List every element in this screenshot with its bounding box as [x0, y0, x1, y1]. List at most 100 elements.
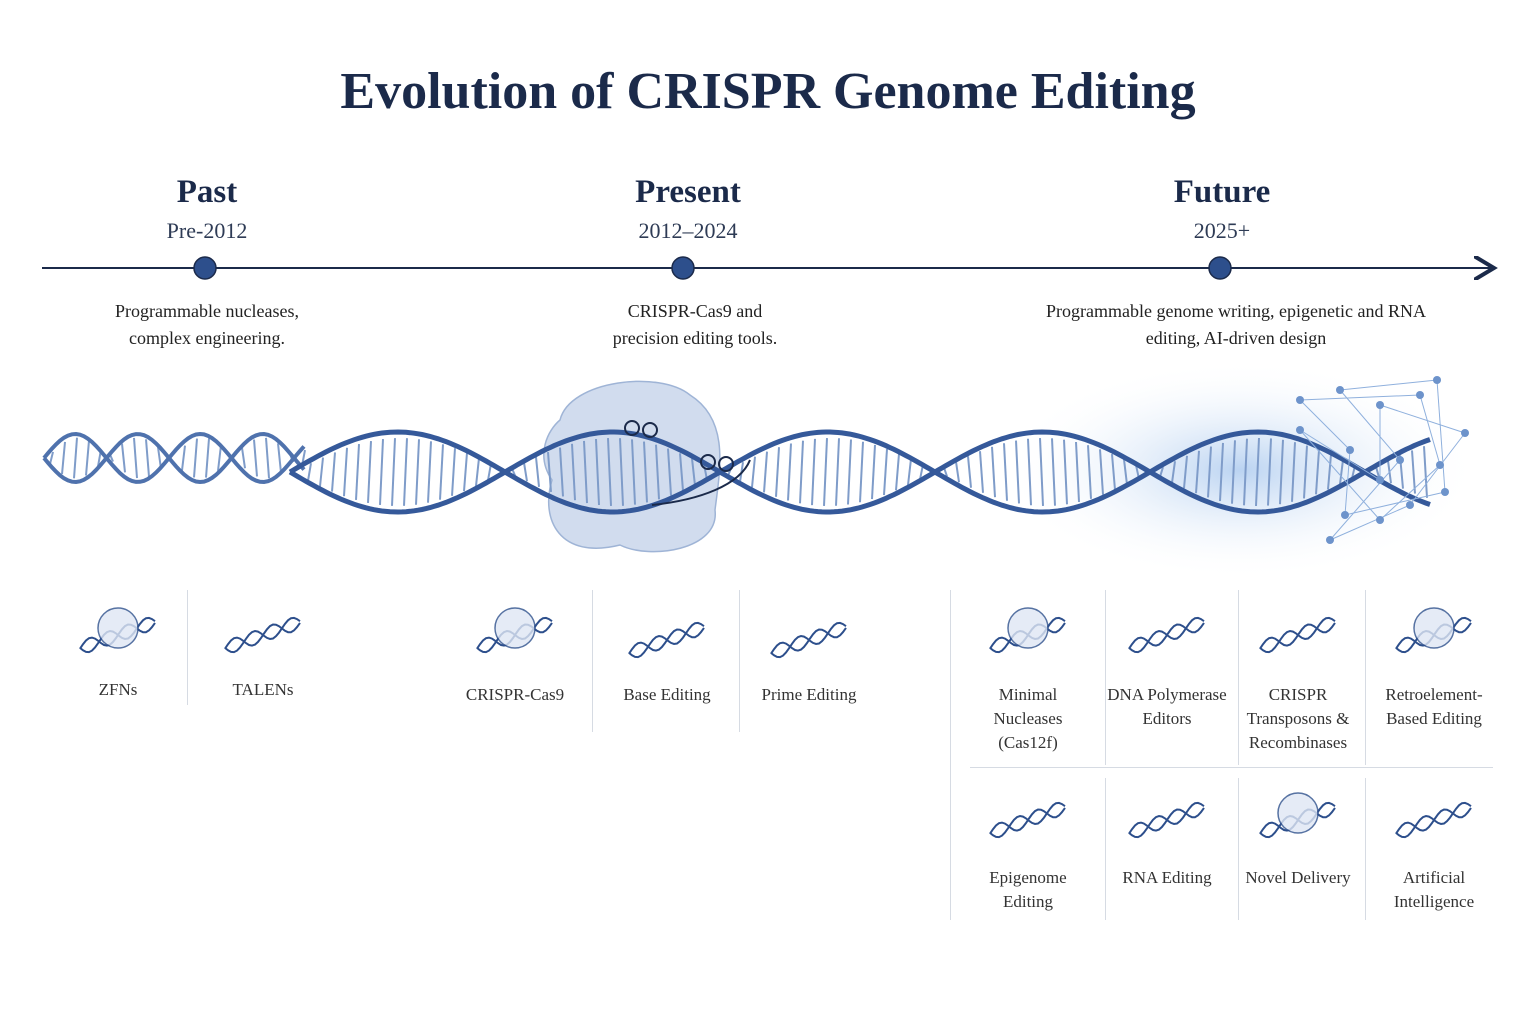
helix-rung	[823, 438, 828, 506]
helix-rung	[1027, 438, 1032, 506]
helix-rung	[145, 439, 150, 477]
helix-rung	[391, 438, 396, 506]
network-node	[1326, 536, 1334, 544]
helix-rung	[655, 444, 660, 500]
helix-rung	[133, 437, 138, 479]
scissors	[700, 454, 716, 470]
era-name: Present	[635, 174, 741, 210]
helix-rung	[265, 437, 270, 479]
scissors	[642, 422, 658, 438]
helix-rung	[1123, 459, 1128, 485]
helix-rung	[595, 438, 600, 506]
helix-rung	[451, 448, 456, 496]
timeline-dot	[193, 256, 217, 280]
divider	[1365, 778, 1366, 920]
tool-label: Retroelement-Based Editing	[1385, 685, 1483, 728]
title: Evolution of CRISPR Genome Editing	[340, 63, 1196, 120]
helix-rung	[991, 446, 996, 498]
helix-rung	[1219, 442, 1224, 502]
helix-rung	[1231, 440, 1236, 504]
helix-rung	[73, 437, 78, 479]
tool-icon	[628, 627, 705, 655]
tool-icon	[1259, 622, 1336, 650]
tool-label: TALENs	[232, 680, 294, 699]
era-name: Past	[176, 174, 238, 210]
helix-rung	[1039, 437, 1044, 507]
helix-rung	[1327, 454, 1332, 490]
helix-rung	[1063, 439, 1068, 505]
helix-rung	[121, 443, 126, 473]
helix-rung	[1243, 438, 1248, 506]
helix-rung	[379, 439, 384, 505]
helix-rung	[523, 462, 528, 482]
era-name: Future	[1173, 174, 1271, 210]
tool-label: Epigenome Editing	[989, 868, 1067, 911]
helix-rung	[439, 444, 444, 500]
tool-label: Base Editing	[623, 685, 711, 704]
network-node	[1396, 456, 1404, 464]
helix-rung	[679, 453, 684, 491]
tool-label: CRISPR-Cas9	[465, 685, 565, 704]
network-edge	[1299, 429, 1381, 521]
tool-icon	[494, 607, 536, 649]
helix-rung	[1195, 450, 1200, 494]
helix-rung	[619, 438, 624, 506]
helix-strand	[42, 431, 306, 485]
era-description: Programmable genome writing, epigenetic …	[1046, 301, 1426, 348]
helix-rung	[799, 440, 804, 504]
divider	[1238, 778, 1239, 920]
network-edge	[1339, 379, 1438, 391]
era-description: CRISPR-Cas9 and precision editing tools.	[612, 301, 778, 348]
helix-rung	[979, 451, 984, 493]
helix-rung	[1279, 439, 1284, 505]
helix-rung	[1339, 459, 1344, 485]
network-node	[1376, 476, 1384, 484]
tool-icon	[989, 807, 1066, 835]
divider	[1365, 590, 1366, 765]
scissors	[718, 456, 734, 472]
helix-rung	[1171, 461, 1176, 483]
helix-rung	[1375, 466, 1380, 478]
helix-rung	[1303, 445, 1308, 499]
network-node	[1376, 516, 1384, 524]
network-node	[1436, 461, 1444, 469]
helix-rung	[343, 447, 348, 497]
helix-strand	[42, 431, 306, 485]
network-edge	[1419, 394, 1441, 466]
network-node	[1376, 401, 1384, 409]
tool-icon	[1128, 622, 1205, 650]
helix-rung	[547, 451, 552, 493]
helix-rung	[1015, 440, 1020, 504]
helix-rung	[1315, 449, 1320, 495]
divider	[1105, 778, 1106, 920]
tool-icon	[770, 627, 847, 655]
tool-icon	[1277, 792, 1319, 834]
divider	[187, 590, 188, 705]
helix-rung	[1111, 453, 1116, 491]
helix-rung	[691, 458, 696, 486]
helix-rung	[427, 441, 432, 503]
tool-label: RNA Editing	[1122, 868, 1212, 887]
helix-rung	[49, 451, 54, 465]
helix-rung	[607, 438, 612, 506]
network-edge	[1339, 389, 1401, 461]
helix-rung	[1183, 455, 1188, 489]
network-edge	[1379, 404, 1466, 434]
helix-rung	[859, 441, 864, 503]
network-node	[1433, 376, 1441, 384]
helix-rung	[1423, 446, 1428, 498]
helix-rung	[475, 457, 480, 487]
helix-rung	[1291, 442, 1296, 502]
helix-rung	[1075, 441, 1080, 503]
helix-rung	[571, 443, 576, 501]
network-edge	[1299, 394, 1421, 401]
helix-rung	[967, 456, 972, 488]
helix-rung	[85, 440, 90, 476]
helix-rung	[415, 439, 420, 505]
tool-icon	[97, 607, 139, 649]
tool-label: CRISPR Transposons & Recombinases	[1246, 685, 1350, 752]
helix-rung	[1255, 437, 1260, 507]
helix-rung	[1267, 438, 1272, 506]
helix-rung	[583, 440, 588, 504]
